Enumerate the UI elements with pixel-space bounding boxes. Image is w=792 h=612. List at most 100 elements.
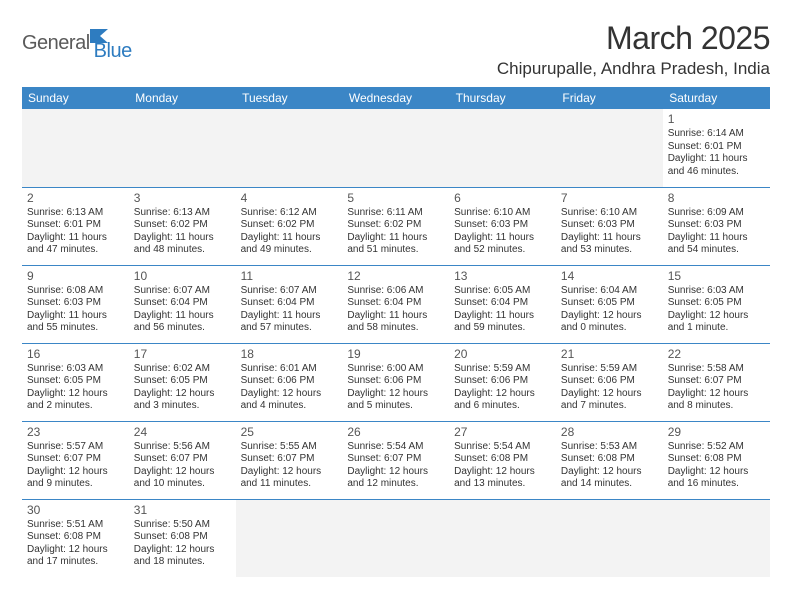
calendar-header-row: SundayMondayTuesdayWednesdayThursdayFrid… xyxy=(22,87,770,109)
day-info: Sunrise: 6:10 AMSunset: 6:03 PMDaylight:… xyxy=(561,207,658,257)
day-info: Sunrise: 5:50 AMSunset: 6:08 PMDaylight:… xyxy=(134,519,231,569)
day-number: 26 xyxy=(347,425,444,439)
day-number: 12 xyxy=(347,269,444,283)
calendar-empty-cell xyxy=(449,499,556,577)
calendar-day-cell: 6Sunrise: 6:10 AMSunset: 6:03 PMDaylight… xyxy=(449,187,556,265)
day-info: Sunrise: 6:07 AMSunset: 6:04 PMDaylight:… xyxy=(241,285,338,335)
calendar-day-cell: 28 Sunrise: 5:53 AMSunset: 6:08 PMDayligh… xyxy=(556,421,663,499)
day-info: Sunrise: 5:55 AMSunset: 6:07 PMDaylight:… xyxy=(241,441,338,491)
calendar-day-cell: 17 Sunrise: 6:02 AMSunset: 6:05 PMDayligh… xyxy=(129,343,236,421)
calendar-day-cell: 5Sunrise: 6:11 AMSunset: 6:02 PMDaylight… xyxy=(342,187,449,265)
calendar-empty-cell xyxy=(236,499,343,577)
day-info: Sunrise: 5:54 AMSunset: 6:07 PMDaylight:… xyxy=(347,441,444,491)
day-number: 5 xyxy=(347,191,444,205)
location-subtitle: Chipurupalle, Andhra Pradesh, India xyxy=(497,59,770,79)
day-info: Sunrise: 5:51 AMSunset: 6:08 PMDaylight:… xyxy=(27,519,124,569)
calendar-day-cell: 25 Sunrise: 5:55 AMSunset: 6:07 PMDayligh… xyxy=(236,421,343,499)
day-number: 25 xyxy=(241,425,338,439)
calendar-table: SundayMondayTuesdayWednesdayThursdayFrid… xyxy=(22,87,770,577)
day-info: Sunrise: 6:14 AMSunset: 6:01 PMDaylight:… xyxy=(668,128,765,178)
day-number: 21 xyxy=(561,347,658,361)
day-info: Sunrise: 6:13 AMSunset: 6:01 PMDaylight:… xyxy=(27,207,124,257)
calendar-day-cell: 27Sunrise: 5:54 AMSunset: 6:08 PMDayligh… xyxy=(449,421,556,499)
calendar-row: 2 Sunrise: 6:13 AMSunset: 6:01 PMDaylight… xyxy=(22,187,770,265)
calendar-day-cell: 22Sunrise: 5:58 AMSunset: 6:07 PMDayligh… xyxy=(663,343,770,421)
calendar-day-cell: 16 Sunrise: 6:03 AMSunset: 6:05 PMDayligh… xyxy=(22,343,129,421)
day-number: 31 xyxy=(134,503,231,517)
calendar-day-cell: 13 Sunrise: 6:05 AMSunset: 6:04 PMDayligh… xyxy=(449,265,556,343)
day-number: 18 xyxy=(241,347,338,361)
calendar-empty-cell xyxy=(556,499,663,577)
day-number: 20 xyxy=(454,347,551,361)
day-number: 2 xyxy=(27,191,124,205)
day-info: Sunrise: 6:03 AMSunset: 6:05 PMDaylight:… xyxy=(668,285,765,335)
calendar-day-cell: 11 Sunrise: 6:07 AMSunset: 6:04 PMDayligh… xyxy=(236,265,343,343)
calendar-day-cell: 2 Sunrise: 6:13 AMSunset: 6:01 PMDaylight… xyxy=(22,187,129,265)
day-info: Sunrise: 6:03 AMSunset: 6:05 PMDaylight:… xyxy=(27,363,124,413)
day-info: Sunrise: 6:13 AMSunset: 6:02 PMDaylight:… xyxy=(134,207,231,257)
day-number: 13 xyxy=(454,269,551,283)
day-info: Sunrise: 6:07 AMSunset: 6:04 PMDaylight:… xyxy=(134,285,231,335)
calendar-day-cell: 30 Sunrise: 5:51 AMSunset: 6:08 PMDayligh… xyxy=(22,499,129,577)
calendar-day-cell: 21 Sunrise: 5:59 AMSunset: 6:06 PMDayligh… xyxy=(556,343,663,421)
calendar-day-cell: 10 Sunrise: 6:07 AMSunset: 6:04 PMDayligh… xyxy=(129,265,236,343)
weekday-header: Friday xyxy=(556,87,663,109)
day-info: Sunrise: 6:02 AMSunset: 6:05 PMDaylight:… xyxy=(134,363,231,413)
day-info: Sunrise: 6:09 AMSunset: 6:03 PMDaylight:… xyxy=(668,207,765,257)
calendar-day-cell: 1Sunrise: 6:14 AMSunset: 6:01 PMDaylight… xyxy=(663,109,770,187)
day-number: 11 xyxy=(241,269,338,283)
day-number: 28 xyxy=(561,425,658,439)
day-number: 16 xyxy=(27,347,124,361)
calendar-empty-cell xyxy=(236,109,343,187)
calendar-day-cell: 29Sunrise: 5:52 AMSunset: 6:08 PMDayligh… xyxy=(663,421,770,499)
calendar-day-cell: 26 Sunrise: 5:54 AMSunset: 6:07 PMDayligh… xyxy=(342,421,449,499)
calendar-day-cell: 4Sunrise: 6:12 AMSunset: 6:02 PMDaylight… xyxy=(236,187,343,265)
weekday-header: Tuesday xyxy=(236,87,343,109)
calendar-day-cell: 9Sunrise: 6:08 AMSunset: 6:03 PMDaylight… xyxy=(22,265,129,343)
calendar-row: 9Sunrise: 6:08 AMSunset: 6:03 PMDaylight… xyxy=(22,265,770,343)
calendar-day-cell: 3 Sunrise: 6:13 AMSunset: 6:02 PMDaylight… xyxy=(129,187,236,265)
calendar-body: 1Sunrise: 6:14 AMSunset: 6:01 PMDaylight… xyxy=(22,109,770,577)
day-info: Sunrise: 6:00 AMSunset: 6:06 PMDaylight:… xyxy=(347,363,444,413)
day-info: Sunrise: 5:57 AMSunset: 6:07 PMDaylight:… xyxy=(27,441,124,491)
calendar-day-cell: 15 Sunrise: 6:03 AMSunset: 6:05 PMDayligh… xyxy=(663,265,770,343)
calendar-row: 16 Sunrise: 6:03 AMSunset: 6:05 PMDayligh… xyxy=(22,343,770,421)
month-title: March 2025 xyxy=(497,20,770,57)
weekday-header: Thursday xyxy=(449,87,556,109)
day-info: Sunrise: 6:05 AMSunset: 6:04 PMDaylight:… xyxy=(454,285,551,335)
calendar-day-cell: 24Sunrise: 5:56 AMSunset: 6:07 PMDayligh… xyxy=(129,421,236,499)
day-info: Sunrise: 5:59 AMSunset: 6:06 PMDaylight:… xyxy=(561,363,658,413)
weekday-header: Wednesday xyxy=(342,87,449,109)
calendar-empty-cell xyxy=(22,109,129,187)
day-info: Sunrise: 5:53 AMSunset: 6:08 PMDaylight:… xyxy=(561,441,658,491)
calendar-row: 23 Sunrise: 5:57 AMSunset: 6:07 PMDayligh… xyxy=(22,421,770,499)
weekday-header: Sunday xyxy=(22,87,129,109)
day-number: 3 xyxy=(134,191,231,205)
day-number: 30 xyxy=(27,503,124,517)
day-number: 23 xyxy=(27,425,124,439)
title-block: March 2025 Chipurupalle, Andhra Pradesh,… xyxy=(497,20,770,79)
day-number: 10 xyxy=(134,269,231,283)
calendar-empty-cell xyxy=(449,109,556,187)
day-number: 22 xyxy=(668,347,765,361)
day-info: Sunrise: 5:59 AMSunset: 6:06 PMDaylight:… xyxy=(454,363,551,413)
logo-word1: General xyxy=(22,32,90,55)
calendar-empty-cell xyxy=(663,499,770,577)
day-number: 17 xyxy=(134,347,231,361)
calendar-empty-cell xyxy=(342,109,449,187)
day-number: 9 xyxy=(27,269,124,283)
day-number: 8 xyxy=(668,191,765,205)
calendar-day-cell: 7Sunrise: 6:10 AMSunset: 6:03 PMDaylight… xyxy=(556,187,663,265)
calendar-day-cell: 8 Sunrise: 6:09 AMSunset: 6:03 PMDaylight… xyxy=(663,187,770,265)
calendar-row: 1Sunrise: 6:14 AMSunset: 6:01 PMDaylight… xyxy=(22,109,770,187)
calendar-day-cell: 20 Sunrise: 5:59 AMSunset: 6:06 PMDayligh… xyxy=(449,343,556,421)
calendar-day-cell: 18Sunrise: 6:01 AMSunset: 6:06 PMDayligh… xyxy=(236,343,343,421)
day-number: 15 xyxy=(668,269,765,283)
calendar-day-cell: 23 Sunrise: 5:57 AMSunset: 6:07 PMDayligh… xyxy=(22,421,129,499)
day-number: 27 xyxy=(454,425,551,439)
calendar-empty-cell xyxy=(129,109,236,187)
day-info: Sunrise: 6:04 AMSunset: 6:05 PMDaylight:… xyxy=(561,285,658,335)
calendar-row: 30 Sunrise: 5:51 AMSunset: 6:08 PMDayligh… xyxy=(22,499,770,577)
calendar-empty-cell xyxy=(342,499,449,577)
calendar-day-cell: 12Sunrise: 6:06 AMSunset: 6:04 PMDayligh… xyxy=(342,265,449,343)
